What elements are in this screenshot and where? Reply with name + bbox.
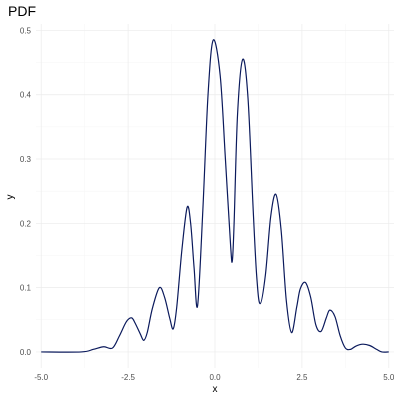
- series-group: [41, 39, 389, 353]
- y-axis-label: y: [5, 195, 16, 200]
- x-tick-label: 2.5: [296, 373, 308, 382]
- y-axis-ticks: 0.0 0.1 0.2 0.3 0.4 0.5: [20, 26, 32, 356]
- pdf-line: [41, 39, 389, 353]
- y-tick-label: 0.0: [20, 348, 32, 357]
- y-tick-label: 0.5: [20, 26, 32, 35]
- y-tick-label: 0.3: [20, 155, 32, 164]
- x-tick-label: 5.0: [383, 373, 395, 382]
- x-tick-label: 0.0: [209, 373, 221, 382]
- x-tick-label: -5.0: [34, 373, 48, 382]
- grid: [36, 24, 394, 368]
- chart-title: PDF: [8, 3, 36, 19]
- y-tick-label: 0.4: [20, 91, 32, 100]
- x-tick-label: -2.5: [121, 373, 135, 382]
- y-tick-label: 0.2: [20, 219, 32, 228]
- y-tick-label: 0.1: [20, 284, 32, 293]
- x-axis-label: x: [213, 384, 218, 395]
- x-axis-ticks: -5.0 -2.5 0.0 2.5 5.0: [34, 373, 395, 382]
